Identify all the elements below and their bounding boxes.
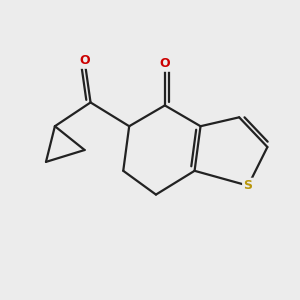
Text: S: S xyxy=(244,179,253,192)
Text: O: O xyxy=(160,57,170,70)
Text: O: O xyxy=(79,54,90,67)
